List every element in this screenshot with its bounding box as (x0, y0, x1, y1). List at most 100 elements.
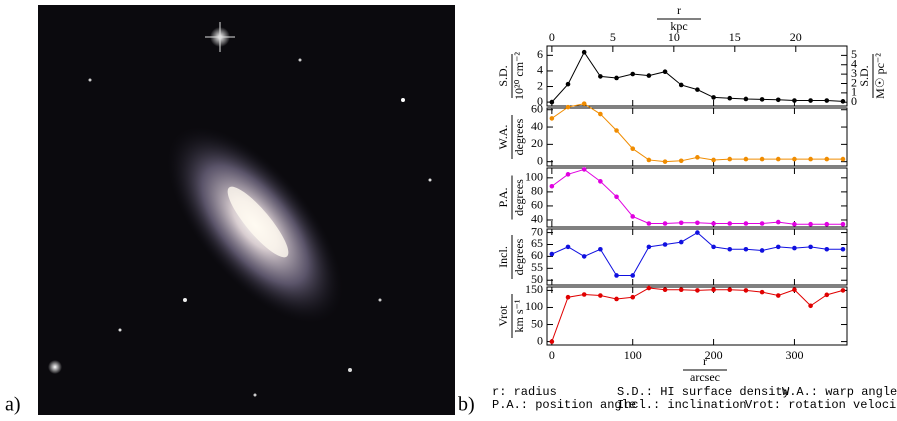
data-point (581, 49, 587, 55)
data-point (630, 273, 636, 278)
data-point (840, 221, 846, 227)
caption-text: r: radius (492, 385, 557, 399)
axis-label: r (677, 3, 681, 17)
data-point (840, 156, 846, 162)
data-point (662, 159, 668, 164)
axis-label: degrees (512, 238, 526, 275)
data-point (775, 156, 781, 162)
panel-label: b) (458, 394, 475, 416)
series-line (551, 231, 843, 276)
y-tick-label: 4 (537, 63, 543, 77)
data-point (581, 254, 587, 259)
data-point (678, 158, 684, 164)
y2-tick-label: 1 (851, 85, 857, 99)
star (183, 298, 187, 302)
data-point (759, 97, 765, 102)
x2-tick-label: 15 (729, 30, 741, 44)
data-point (630, 71, 636, 77)
data-point (662, 287, 668, 293)
data-point (598, 293, 603, 298)
y-tick-label: 55 (531, 260, 543, 274)
y-tick-label: 80 (531, 184, 543, 198)
data-point (775, 219, 781, 225)
data-point (759, 156, 765, 162)
data-point (614, 296, 619, 302)
data-point (727, 95, 733, 101)
data-point (549, 339, 555, 344)
data-point (646, 244, 652, 250)
data-point (792, 221, 797, 227)
data-point (678, 239, 684, 245)
y-tick-label: 100 (525, 299, 543, 313)
y2-tick-label: 4 (851, 57, 857, 71)
star (401, 98, 405, 102)
y-tick-label: 150 (525, 282, 543, 296)
star (298, 58, 302, 62)
data-point (743, 221, 749, 226)
data-point (565, 81, 571, 87)
data-point (792, 245, 797, 251)
data-point (695, 155, 700, 160)
data-point (775, 293, 781, 298)
y-tick-label: 60 (531, 198, 543, 212)
data-point (727, 246, 733, 252)
star (378, 298, 382, 302)
star (348, 368, 352, 372)
data-point (630, 294, 636, 300)
data-point (840, 288, 846, 293)
x-tick-label: 0 (549, 348, 555, 362)
data-point (565, 294, 571, 300)
data-point (581, 167, 587, 172)
data-point (662, 69, 668, 75)
galaxy-image (38, 5, 455, 415)
data-point (792, 156, 797, 162)
y-tick-label: 70 (531, 224, 543, 238)
data-point (808, 98, 813, 103)
data-point (824, 98, 830, 103)
data-point (646, 157, 652, 163)
data-point (549, 251, 555, 257)
y2-tick-label: 5 (851, 47, 857, 61)
data-point (711, 221, 716, 226)
data-point (792, 98, 797, 103)
data-point (711, 157, 716, 163)
star (118, 328, 122, 332)
data-point (808, 244, 813, 250)
y-tick-label: 6 (537, 47, 543, 61)
axis-label: r (703, 354, 707, 368)
data-point (581, 101, 587, 106)
data-point (565, 172, 571, 177)
data-point (727, 287, 733, 293)
data-point (711, 95, 716, 100)
data-point (775, 97, 781, 103)
series-line (551, 287, 844, 342)
y-tick-label: 0 (537, 94, 543, 108)
y-tick-label: 0 (537, 153, 543, 167)
data-point (614, 273, 619, 278)
data-point (678, 287, 684, 293)
series-line (551, 51, 843, 103)
data-point (824, 246, 830, 252)
x2-tick-label: 20 (790, 30, 802, 44)
data-point (840, 246, 846, 252)
y-tick-label: 20 (531, 136, 543, 150)
axis-label: S.D. (857, 65, 871, 86)
data-point (678, 82, 684, 88)
data-point (614, 128, 619, 133)
data-point (581, 292, 587, 297)
data-point (792, 287, 797, 293)
y2-tick-label: 3 (851, 66, 857, 80)
axis-label: 10²⁰ cm⁻² (512, 52, 526, 100)
caption-text: P.A.: position angle (492, 398, 636, 412)
data-point (678, 220, 684, 226)
data-point (646, 221, 652, 226)
axis-label: W.A. (496, 125, 510, 150)
x-tick-label: 300 (785, 348, 803, 362)
caption-text: S.D.: HI surface density (617, 385, 790, 399)
x2-tick-label: 0 (549, 30, 555, 44)
y2-tick-label: 2 (851, 75, 857, 89)
data-point (711, 244, 716, 250)
axis-label: kpc (670, 19, 687, 33)
y-tick-label: 0 (537, 333, 543, 347)
